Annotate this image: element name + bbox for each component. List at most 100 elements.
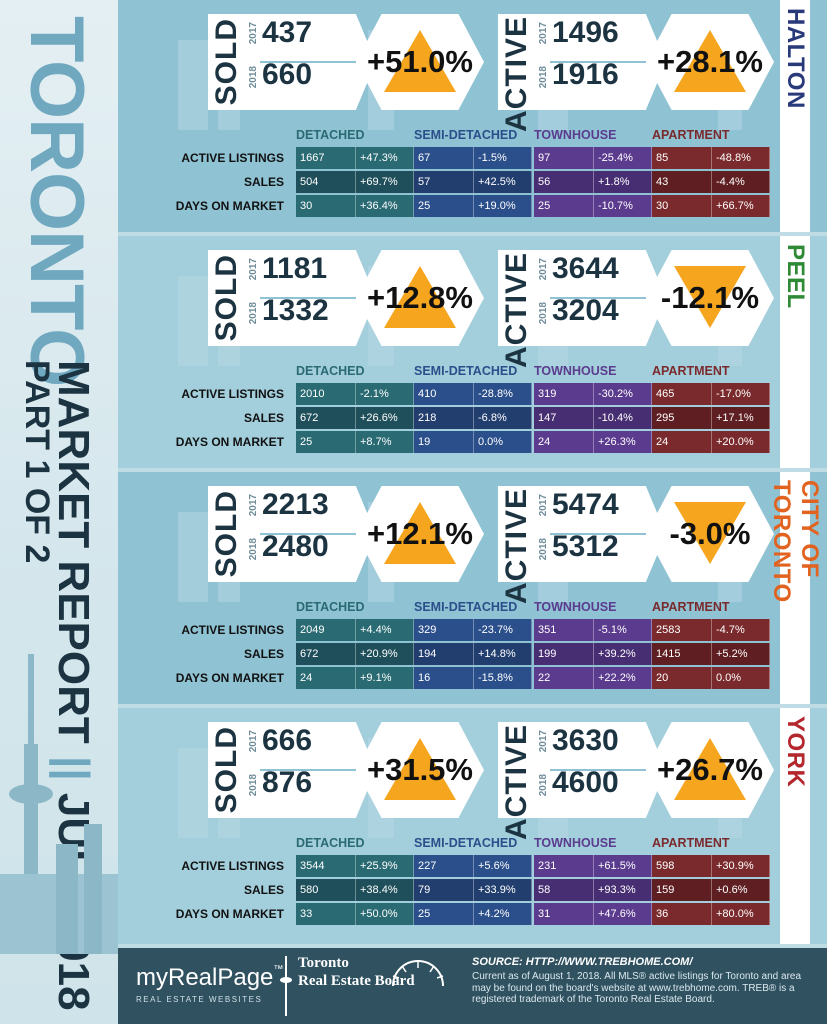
region-section: SOLD 2017 2018 2213 2480 +12.1% ACTIVE 2017 2018… [118, 472, 827, 704]
active-2018-value: 5312 [552, 530, 619, 563]
region-name-tag: HALTON [780, 0, 810, 232]
table-cell-count: 218 [414, 407, 474, 429]
stat-divider [550, 61, 646, 63]
region-section: SOLD 2017 2018 1181 1332 +12.8% ACTIVE 2017 2018… [118, 236, 827, 468]
table-cell-change: -48.8% [712, 147, 770, 169]
table-cell-count: 79 [414, 879, 474, 901]
table-cell-count: 19 [414, 431, 474, 453]
brand-subtitle: REAL ESTATE WEBSITES [136, 995, 263, 1004]
table-cell-count: 194 [414, 643, 474, 665]
category-header: TOWNHOUSE [534, 836, 617, 850]
table-cell-change: +19.0% [474, 195, 532, 217]
active-2017-value: 3630 [552, 724, 619, 757]
active-label: ACTIVE [500, 724, 533, 841]
table-cell-change: +14.8% [474, 643, 532, 665]
stat-divider [260, 297, 356, 299]
stat-divider [260, 533, 356, 535]
table-cell-change: -2.1% [356, 383, 414, 405]
table-cell-count: 20 [652, 667, 712, 689]
active-label: ACTIVE [500, 16, 533, 133]
table-cell-count: 16 [414, 667, 474, 689]
year-2017-label: 2017 [248, 730, 259, 753]
row-label: ACTIVE LISTINGS [181, 151, 284, 165]
table-cell-count: 199 [534, 643, 594, 665]
table-cell-change: 0.0% [474, 431, 532, 453]
category-header: APARTMENT [652, 128, 730, 142]
source-line: SOURCE: HTTP://WWW.TREBHOME.COM/ [472, 956, 693, 968]
up-arrow-icon [384, 266, 456, 328]
active-2018-value: 3204 [552, 294, 619, 327]
table-cell-count: 2049 [296, 619, 356, 641]
table-cell-count: 36 [652, 903, 712, 925]
stat-divider [260, 769, 356, 771]
table-cell-change: -25.4% [594, 147, 652, 169]
active-2018-value: 4600 [552, 766, 619, 799]
table-cell-change: +8.7% [356, 431, 414, 453]
year-2018-label: 2018 [248, 66, 259, 89]
table-cell-count: 25 [414, 903, 474, 925]
myrealpage-logo: myRealPage™ REAL ESTATE WEBSITES [136, 964, 283, 1004]
sold-label: SOLD [210, 490, 243, 578]
table-cell-change: -6.8% [474, 407, 532, 429]
sold-2018-value: 876 [262, 766, 313, 799]
year-2018-label: 2018 [538, 66, 549, 89]
table-cell-change: -23.7% [474, 619, 532, 641]
row-label: ACTIVE LISTINGS [181, 859, 284, 873]
table-cell-change: -28.8% [474, 383, 532, 405]
category-header: TOWNHOUSE [534, 600, 617, 614]
table-cell-count: 22 [534, 667, 594, 689]
table-cell-count: 2583 [652, 619, 712, 641]
row-label: SALES [243, 883, 284, 897]
table-cell-count: 465 [652, 383, 712, 405]
down-arrow-icon [674, 502, 746, 564]
board-name-line2: Real Estate Board [298, 973, 415, 989]
table-cell-count: 410 [414, 383, 474, 405]
table-cell-change: +20.0% [712, 431, 770, 453]
table-cell-change: +5.6% [474, 855, 532, 877]
table-cell-count: 2010 [296, 383, 356, 405]
row-label: ACTIVE LISTINGS [181, 623, 284, 637]
stat-divider [550, 297, 646, 299]
region-name-tag: PEEL [780, 236, 810, 468]
table-cell-change: +25.9% [356, 855, 414, 877]
year-2018-label: 2018 [248, 302, 259, 325]
sold-2017-value: 1181 [262, 252, 328, 285]
sold-2018-value: 2480 [262, 530, 329, 563]
sold-label: SOLD [210, 18, 243, 106]
table-cell-count: 25 [414, 195, 474, 217]
table-cell-count: 3544 [296, 855, 356, 877]
table-cell-count: 43 [652, 171, 712, 193]
table-cell-change: +30.9% [712, 855, 770, 877]
table-cell-change: +5.2% [712, 643, 770, 665]
table-cell-change: 0.0% [712, 667, 770, 689]
year-2018-label: 2018 [538, 302, 549, 325]
table-cell-count: 24 [534, 431, 594, 453]
table-cell-count: 227 [414, 855, 474, 877]
table-cell-change: -1.5% [474, 147, 532, 169]
table-cell-change: +9.1% [356, 667, 414, 689]
year-2018-label: 2018 [248, 538, 259, 561]
active-2017-value: 3644 [552, 252, 619, 285]
table-cell-count: 1415 [652, 643, 712, 665]
year-2018-label: 2018 [538, 774, 549, 797]
year-2017-label: 2017 [538, 730, 549, 753]
table-cell-change: -5.1% [594, 619, 652, 641]
brand-name: myRealPage [136, 964, 274, 991]
footer: myRealPage™ REAL ESTATE WEBSITES Toronto… [118, 948, 827, 1024]
table-cell-change: +50.0% [356, 903, 414, 925]
table-cell-count: 319 [534, 383, 594, 405]
up-arrow-icon [674, 30, 746, 92]
year-2017-label: 2017 [538, 494, 549, 517]
table-cell-change: -10.7% [594, 195, 652, 217]
sunrise-icon [392, 960, 444, 987]
table-cell-count: 25 [534, 195, 594, 217]
table-cell-change: +1.8% [594, 171, 652, 193]
sold-label: SOLD [210, 254, 243, 342]
table-cell-count: 504 [296, 171, 356, 193]
table-cell-change: +42.5% [474, 171, 532, 193]
table-cell-change: +36.4% [356, 195, 414, 217]
table-cell-change: +26.6% [356, 407, 414, 429]
sold-2018-value: 1332 [262, 294, 329, 327]
table-cell-count: 147 [534, 407, 594, 429]
table-cell-change: +0.6% [712, 879, 770, 901]
